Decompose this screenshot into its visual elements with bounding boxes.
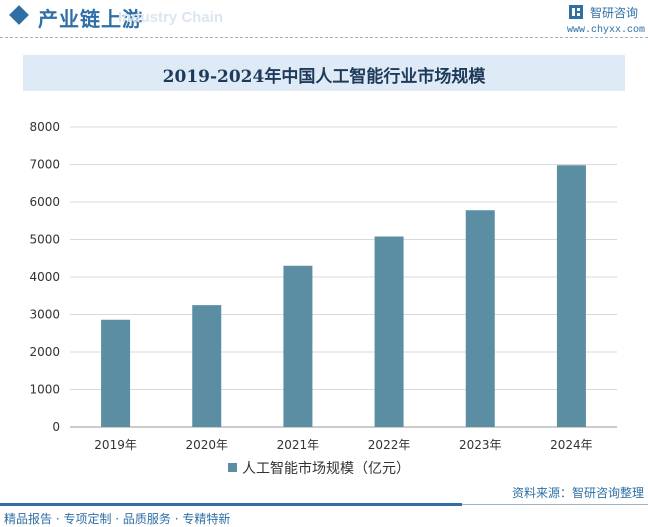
y-tick-label: 6000 [29, 195, 60, 209]
header-divider [0, 37, 648, 38]
footer-divider-thin [462, 504, 648, 505]
footer-tags: 精品报告 · 专项定制 · 品质服务 · 专精特新 [4, 512, 231, 526]
brand-url: www.chyxx.com [567, 25, 646, 36]
bar [101, 319, 131, 427]
bar [465, 210, 495, 427]
source-note: 资料来源：智研咨询整理 [511, 486, 644, 500]
section-title: 产业链上游 [38, 7, 143, 31]
chart-title-band: 2019-2024年中国人工智能行业市场规模 [23, 55, 625, 91]
x-tick-label: 2020年 [185, 438, 228, 452]
x-tick-label: 2019年 [94, 438, 137, 452]
y-tick-label: 0 [52, 420, 60, 434]
y-tick-label: 1000 [29, 383, 60, 397]
section-subtitle: Industry Chain [118, 9, 224, 26]
y-tick-label: 5000 [29, 233, 60, 247]
brand-name: 智研咨询 [590, 6, 639, 20]
header: 产业链上游 Industry Chain 智研咨询 www.chyxx.com [0, 0, 648, 40]
x-tick-label: 2022年 [368, 438, 411, 452]
chart-title: 2019-2024年中国人工智能行业市场规模 [162, 67, 486, 87]
footer-divider [0, 503, 462, 506]
y-tick-label: 4000 [29, 270, 60, 284]
brand-logo-icon [569, 5, 583, 19]
legend-label: 人工智能市场规模（亿元） [242, 461, 410, 477]
y-tick-label: 3000 [29, 308, 60, 322]
x-tick-label: 2021年 [277, 438, 320, 452]
y-tick-label: 8000 [29, 120, 60, 134]
x-tick-label: 2023年 [459, 438, 502, 452]
bar [556, 165, 586, 427]
bar [374, 236, 404, 427]
y-tick-label: 7000 [29, 158, 60, 172]
legend-swatch [228, 463, 237, 472]
x-tick-label: 2024年 [550, 438, 593, 452]
bar [192, 305, 222, 427]
y-tick-label: 2000 [29, 345, 60, 359]
bar-chart: 0 1000 2000 3000 4000 5000 6000 7000 8000 2019年 20… [29, 120, 617, 452]
bar [283, 265, 313, 427]
